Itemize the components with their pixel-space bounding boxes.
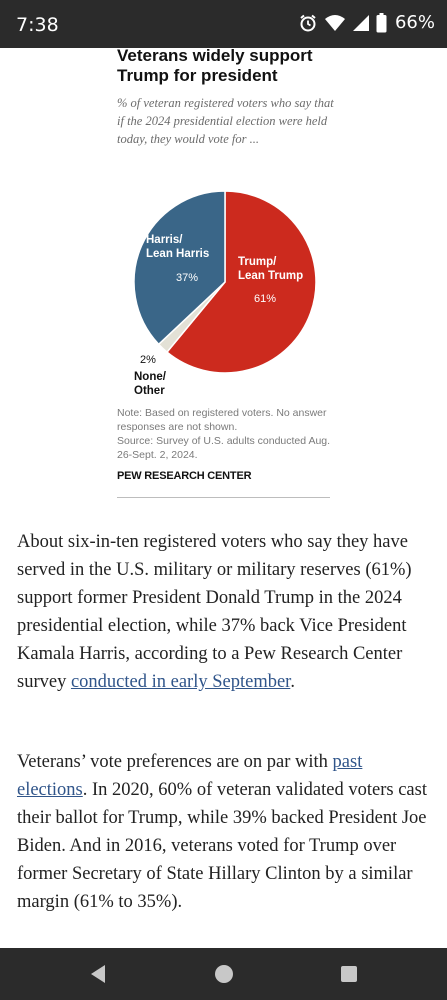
- slice-label-harris-lean-harris: Harris/: [146, 234, 183, 246]
- paragraph-1-end: .: [290, 672, 295, 692]
- chart-title-line-1: Veterans widely support: [117, 46, 313, 65]
- status-bar: 7:38 66%: [0, 0, 447, 48]
- chart-title: Veterans widely support Trump for presid…: [117, 46, 332, 86]
- slice-value-none-other: 2%: [140, 354, 156, 366]
- alarm-icon: [300, 14, 316, 31]
- recents-icon[interactable]: [337, 962, 361, 986]
- article-paragraph-2: Veterans’ vote preferences are on par wi…: [17, 748, 432, 916]
- slice-value-trump-lean-trump: 61%: [254, 293, 276, 305]
- navigation-bar: [0, 948, 447, 1000]
- signal-icon: [352, 14, 369, 31]
- home-icon[interactable]: [212, 962, 236, 986]
- conducted-in-early-september-link[interactable]: conducted in early September: [70, 672, 291, 692]
- chart-subtitle: % of veteran registered voters who say t…: [117, 96, 334, 146]
- back-icon[interactable]: [87, 962, 111, 986]
- past-elections-link[interactable]: past elections: [17, 752, 363, 800]
- wifi-icon: [324, 14, 345, 31]
- pie-slice-harris-lean-harris: [133, 190, 226, 346]
- slice-label-trump-lean-trump-line-2: Lean Trump: [238, 270, 303, 282]
- chart-title-line-2: Trump for president: [117, 66, 278, 85]
- slice-label-harris-lean-harris-line-2: Lean Harris: [146, 248, 209, 260]
- battery-icon: [376, 12, 387, 32]
- status-icons: 66%: [298, 12, 435, 33]
- battery-percent: 66%: [394, 12, 435, 33]
- pie-chart: Trump/Lean Trump 61% None/Other 2% Harris/Le…: [133, 190, 317, 397]
- paragraph-1-text: About six-in-ten registered voters who s…: [17, 532, 412, 692]
- divider: [117, 497, 330, 498]
- pie-slice-trump-lean-trump: [165, 190, 317, 374]
- slice-label-none-other-line-2: Other: [134, 385, 165, 397]
- chart-source: Source: Survey of U.S. adults conducted …: [117, 435, 331, 461]
- paragraph-2-rest: . In 2020, 60% of veteran validated vote…: [17, 780, 427, 912]
- paragraph-2-text: Veterans’ vote preferences are on par wi…: [17, 752, 333, 772]
- pew-research-center-logo: PEW RESEARCH CENTER: [117, 470, 252, 482]
- chart-note: Note: Based on registered voters. No ans…: [117, 407, 327, 433]
- slice-label-none-other: None/: [134, 371, 167, 383]
- slice-value-harris-lean-harris: 37%: [176, 272, 198, 284]
- article-paragraph-1: About six-in-ten registered voters who s…: [17, 528, 432, 696]
- slice-label-trump-lean-trump: Trump/: [238, 256, 277, 268]
- status-time: 7:38: [16, 14, 59, 36]
